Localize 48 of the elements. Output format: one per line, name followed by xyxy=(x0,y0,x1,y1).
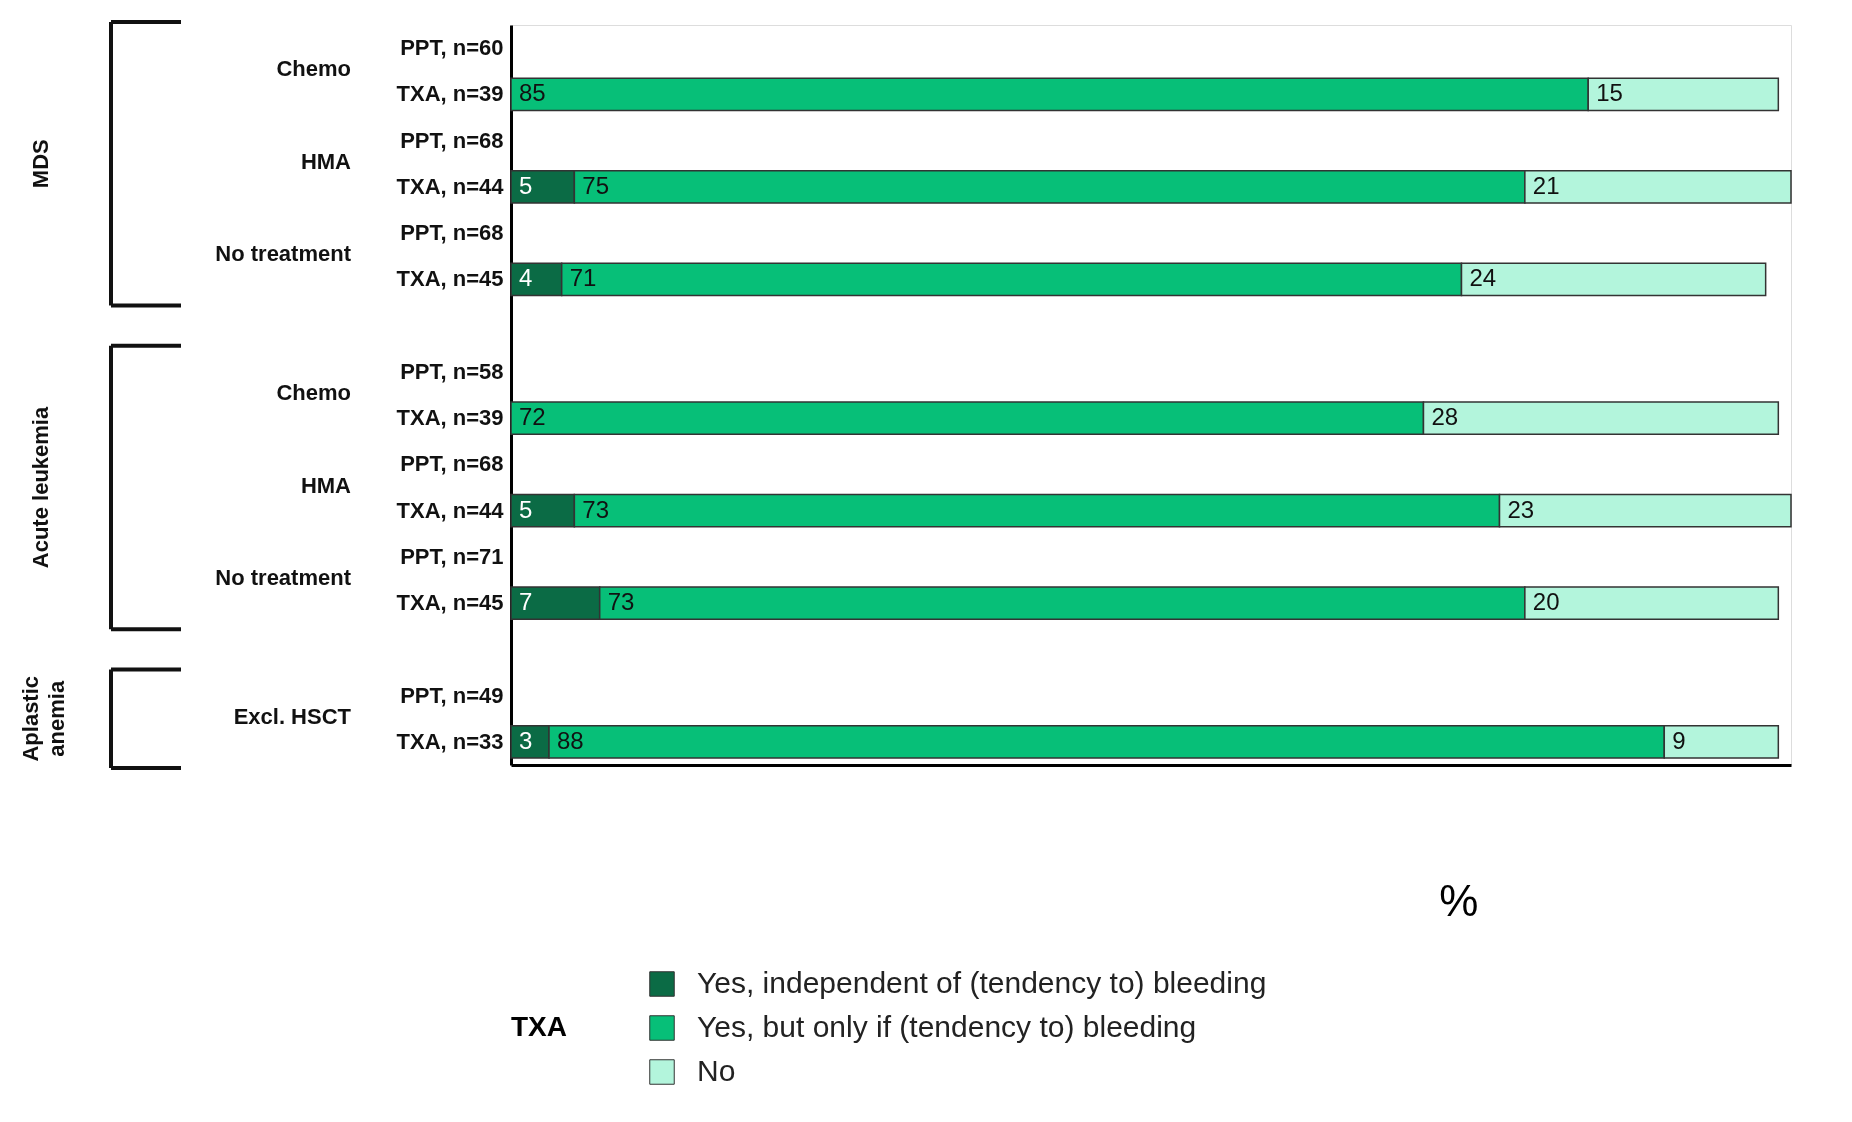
y-tick-label: TXA, n=45 xyxy=(396,590,504,616)
legend-label: Yes, but only if (tendency to) bleeding xyxy=(697,1010,1197,1043)
y-tick-label: PPT, n=49 xyxy=(400,682,504,708)
data-label: 88 xyxy=(557,726,584,754)
y-tick-label: TXA, n=39 xyxy=(396,405,504,431)
text: Chemo xyxy=(276,56,351,82)
data-label: 5 xyxy=(519,171,533,199)
y-tick-label: PPT, n=68 xyxy=(400,220,504,246)
legend-label: Yes, independent of (tendency to) bleeding xyxy=(697,966,1267,999)
data-label: 71 xyxy=(569,264,597,292)
y-tick-label: TXA, n=44 xyxy=(396,173,505,199)
text: No treatment xyxy=(215,565,352,590)
data-label: 28 xyxy=(1431,403,1459,431)
y-tick-label: PPT, n=71 xyxy=(400,543,504,569)
y-tick-label: PPT, n=68 xyxy=(400,451,504,477)
data-label: 24 xyxy=(1469,264,1497,292)
y-tick-label: TXA, n=39 xyxy=(396,81,504,107)
text: HMA xyxy=(300,472,352,498)
x-axis-title: % xyxy=(1439,875,1479,925)
y-tick-label: TXA, n=45 xyxy=(396,266,504,292)
data-label: 20 xyxy=(1532,588,1560,616)
text: Aplastic anemia xyxy=(18,675,69,762)
text: Chemo xyxy=(276,380,351,405)
y-tick-label: TXA, n=44 xyxy=(396,497,505,523)
data-label: 4 xyxy=(519,264,533,292)
y-tick-label: PPT, n=58 xyxy=(400,358,504,384)
text: Acute leukemia xyxy=(28,406,53,569)
data-label: 9 xyxy=(1672,726,1686,754)
text: HMA xyxy=(300,148,352,174)
data-label: 21 xyxy=(1532,171,1560,199)
y-tick-label: TXA, n=33 xyxy=(396,728,504,754)
legend-title: TXA xyxy=(511,1011,567,1042)
data-label: 5 xyxy=(519,495,533,523)
data-label: 15 xyxy=(1596,79,1623,107)
y-tick-label: PPT, n=68 xyxy=(400,127,504,153)
text: MDS xyxy=(28,139,53,189)
legend-label: No xyxy=(697,1054,736,1087)
y-tick-label: PPT, n=60 xyxy=(400,35,504,61)
text: No treatment xyxy=(215,241,352,267)
data-label: 75 xyxy=(582,171,610,199)
text: Excl. HSCT xyxy=(233,703,352,729)
data-label: 72 xyxy=(519,403,546,431)
data-label: 73 xyxy=(607,588,635,616)
data-label: 23 xyxy=(1507,495,1535,523)
data-label: 3 xyxy=(519,726,533,754)
data-label: 7 xyxy=(519,588,533,616)
data-label: 85 xyxy=(519,79,546,107)
data-label: 73 xyxy=(582,495,610,523)
